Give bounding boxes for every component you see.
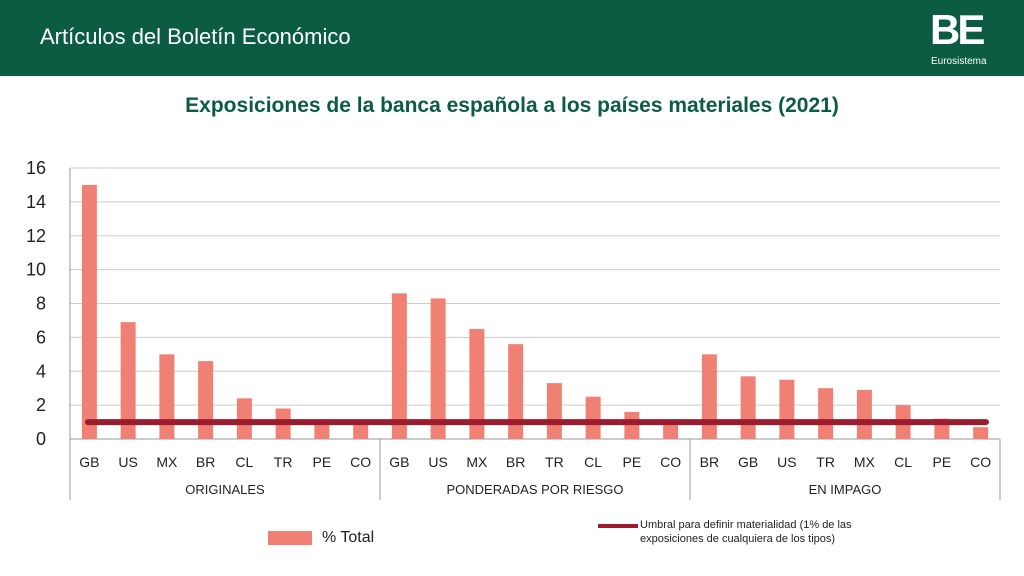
x-tick-label: US [428,454,447,470]
x-tick-label: GB [79,454,99,470]
bar [314,422,330,439]
x-tick-label: CO [660,454,681,470]
x-tick-label: CO [350,454,371,470]
bar [508,344,524,439]
x-tick-label: MX [854,454,876,470]
x-tick-label: US [777,454,796,470]
x-tick-label: CL [584,454,602,470]
y-tick-label: 6 [36,327,46,347]
bar [391,293,407,439]
legend-bar-swatch [268,531,312,545]
bar [818,388,834,439]
bar [546,383,562,439]
bar [430,298,446,439]
x-tick-label: MX [466,454,488,470]
bar [469,328,485,439]
header-title: Artículos del Boletín Económico [40,24,351,49]
x-tick-label: BR [506,454,525,470]
y-tick-label: 0 [36,429,46,449]
header-bar: Artículos del Boletín Económico BE Euros… [0,0,1024,76]
y-tick-label: 14 [26,192,46,212]
y-tick-label: 12 [26,226,46,246]
y-tick-label: 2 [36,395,46,415]
bar [740,376,756,439]
bar [779,379,795,439]
legend-bar-label: % Total [322,529,375,546]
group-label: EN IMPAGO [809,482,882,497]
x-tick-label: CO [970,454,991,470]
x-tick-label: MX [156,454,178,470]
bar [624,411,640,439]
bar [973,427,989,439]
x-tick-label: US [118,454,137,470]
legend-threshold-label: Umbral para definir materialidad (1% de … [640,519,852,545]
group-label: ORIGINALES [185,482,265,497]
y-tick-label: 8 [36,294,46,314]
x-tick-label: GB [738,454,758,470]
chart-title: Exposiciones de la banca española a los … [185,94,839,117]
bar [81,184,97,439]
x-tick-label: BR [196,454,215,470]
bar [353,423,369,439]
x-tick-label: PE [933,454,952,470]
x-tick-label: PE [623,454,642,470]
x-tick-label: BR [700,454,719,470]
x-tick-label: GB [389,454,409,470]
x-tick-label: TR [816,454,835,470]
y-tick-label: 4 [36,361,46,381]
y-tick-label: 10 [26,260,46,280]
bar [159,354,175,439]
y-tick-label: 16 [26,158,46,178]
logo-mark: BE [930,6,985,53]
bar [236,398,252,439]
be-logo: BE Eurosistema [930,8,1000,68]
x-tick-label: TR [274,454,293,470]
x-tick-label: TR [545,454,564,470]
bar [585,396,601,439]
bar [701,354,717,439]
bar [856,389,872,439]
group-label: PONDERADAS POR RIESGO [447,482,624,497]
x-tick-label: CL [235,454,253,470]
bar [120,322,136,439]
bar [198,361,214,439]
legend-threshold-line [598,524,638,528]
x-tick-label: PE [313,454,332,470]
x-tick-label: CL [894,454,912,470]
logo-subtitle: Eurosistema [931,56,987,67]
